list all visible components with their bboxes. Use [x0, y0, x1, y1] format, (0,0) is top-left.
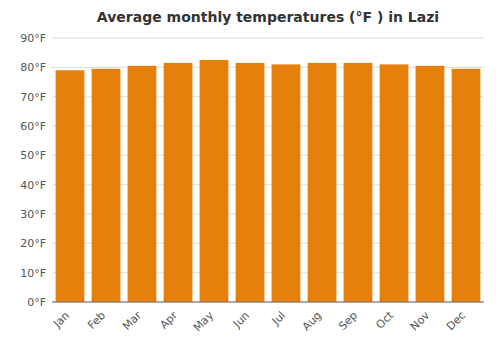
x-tick-label: Jan — [50, 309, 72, 331]
x-tick-label: Mar — [120, 309, 144, 333]
y-tick-label: 30°F — [20, 208, 46, 221]
y-tick-label: 90°F — [20, 32, 46, 45]
bar — [452, 69, 481, 302]
x-axis-line — [52, 302, 484, 303]
x-tick-label: Jun — [230, 309, 252, 331]
y-tick-label: 70°F — [20, 91, 46, 104]
chart-container: Average monthly temperatures (°F ) in La… — [0, 0, 500, 350]
bar — [56, 70, 85, 302]
grid-line — [52, 38, 484, 39]
y-tick-label: 0°F — [27, 296, 46, 309]
x-tick-label: Apr — [157, 309, 180, 332]
chart-svg: Average monthly temperatures (°F ) in La… — [0, 0, 500, 350]
y-tick-label: 60°F — [20, 120, 46, 133]
y-tick-label: 80°F — [20, 61, 46, 74]
bar — [236, 63, 265, 302]
page: {"chart_data": {"type": "bar", "title": … — [0, 0, 500, 350]
x-tick-label: Sep — [336, 309, 360, 333]
bar — [272, 64, 301, 302]
x-tick-label: May — [191, 309, 217, 335]
bar — [380, 64, 409, 302]
y-axis: 0°F 10°F 20°F 30°F 40°F 50°F 60°F 70°F 80°F 90°F — [20, 32, 46, 309]
x-tick-label: Oct — [373, 308, 396, 331]
x-tick-label: Nov — [408, 309, 433, 334]
x-tick-label: Aug — [300, 309, 324, 333]
bar — [92, 69, 121, 302]
bar — [164, 63, 193, 302]
chart-title: Average monthly temperatures (°F ) in La… — [97, 9, 439, 25]
x-tick-label: Feb — [85, 309, 108, 332]
bar — [128, 66, 157, 302]
x-tick-label: Dec — [444, 309, 468, 333]
y-tick-label: 50°F — [20, 149, 46, 162]
bars — [56, 60, 481, 302]
bar — [200, 60, 229, 302]
grid-line — [52, 302, 484, 303]
bar — [308, 63, 337, 302]
bar — [344, 63, 373, 302]
bar — [416, 66, 445, 302]
y-tick-label: 20°F — [20, 237, 46, 250]
x-axis: Jan Feb Mar Apr May Jun Jul Aug Sep Oct Nov Dec — [50, 302, 484, 334]
x-tick-label: Jul — [269, 309, 288, 328]
y-tick-label: 10°F — [20, 267, 46, 280]
grid — [52, 38, 484, 302]
y-tick-label: 40°F — [20, 179, 46, 192]
